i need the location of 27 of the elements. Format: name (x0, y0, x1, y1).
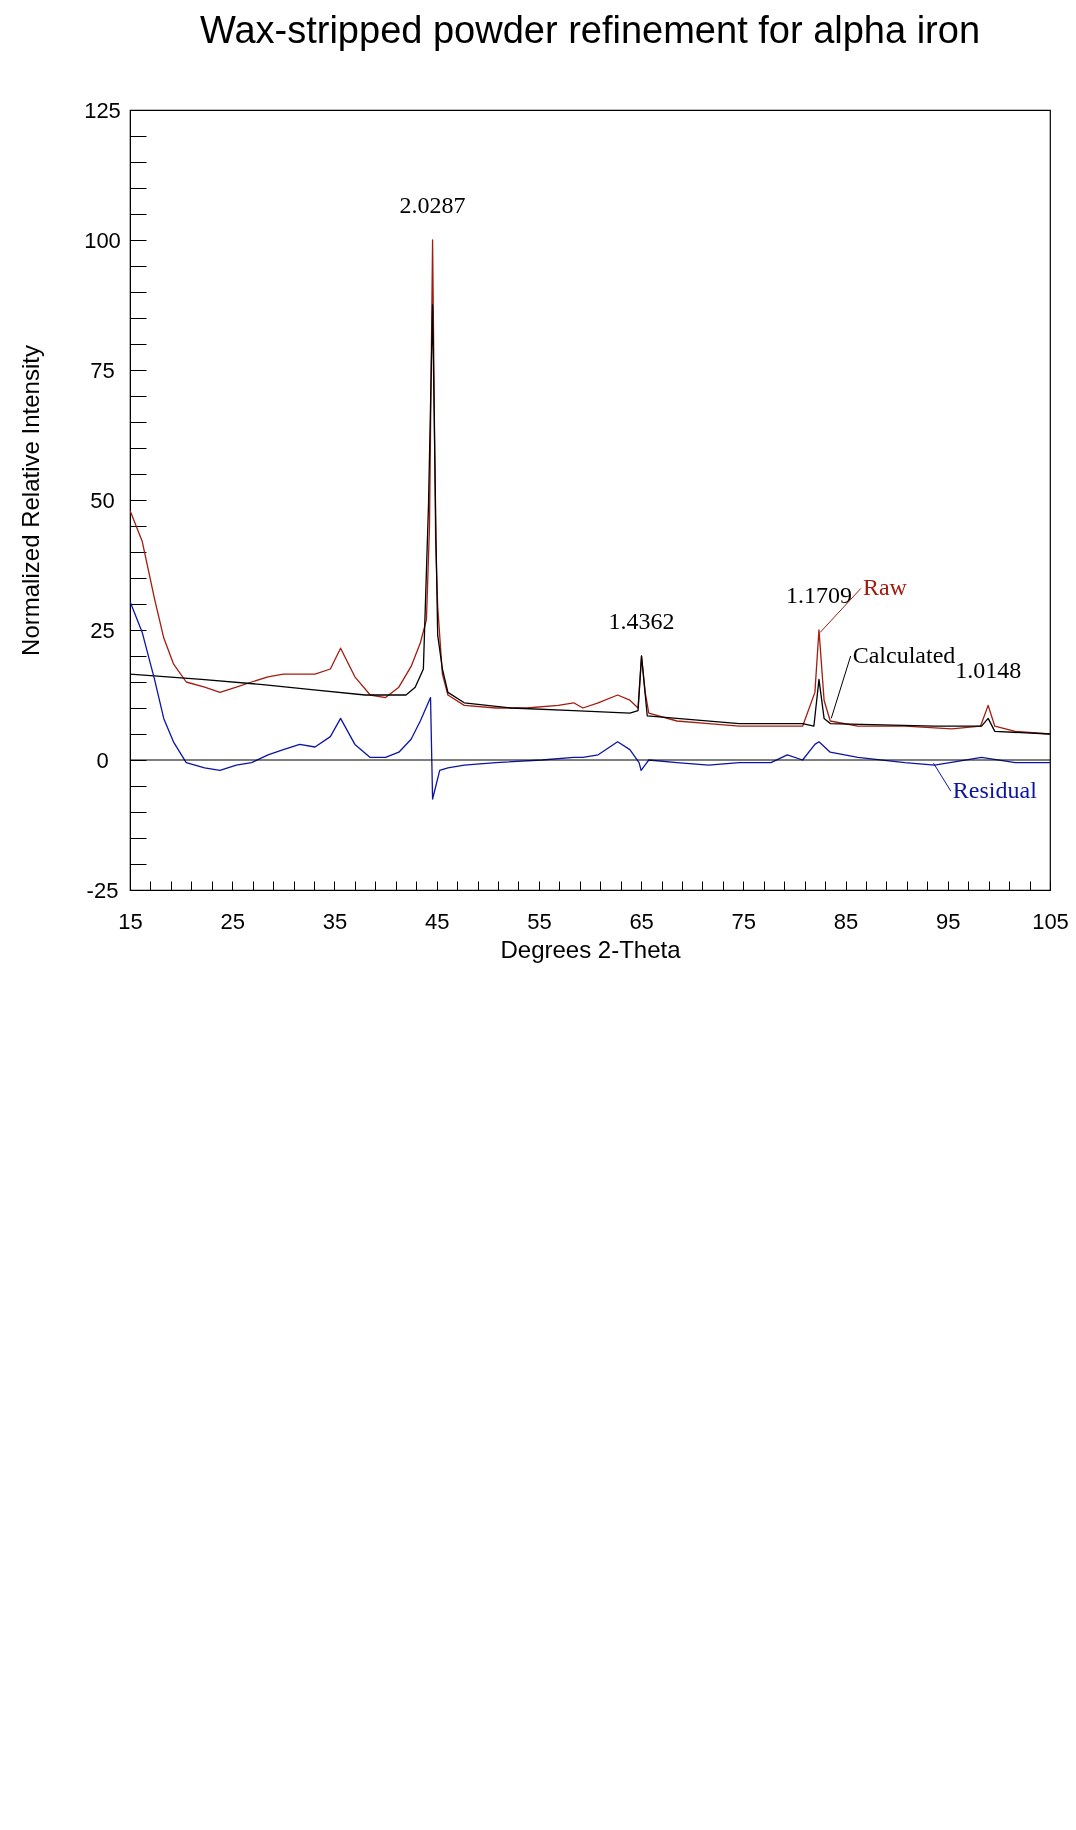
x-tick-label: 25 (220, 908, 245, 934)
x-tick-label: 105 (1032, 908, 1069, 934)
text: Raw (862, 574, 908, 601)
y-tick-label: 125 (84, 97, 121, 123)
series-label: Calculated (852, 642, 956, 668)
y-tick-label: 25 (90, 617, 115, 643)
y-tick-label: 50 (90, 487, 115, 513)
annotation: 1.4362 (608, 608, 675, 634)
x-tick-label: 95 (936, 908, 961, 934)
x-tick-label: 65 (629, 908, 654, 934)
chart-title: Wax-stripped powder refinement for alpha iron (199, 9, 981, 51)
legend-label: Residual (952, 777, 1038, 804)
y-tick-label: 0 (96, 747, 109, 773)
annotation: 1.1709 (785, 582, 852, 608)
x-tick-label: 55 (527, 908, 552, 934)
x-tick-label: 45 (424, 908, 450, 934)
annotation: 2.0287 (399, 192, 466, 218)
x-axis-title: Degrees 2-Theta (500, 935, 682, 963)
y-tick-label: 75 (90, 357, 115, 383)
x-tick-label: 15 (118, 908, 143, 934)
x-tick-label: 35 (322, 908, 348, 934)
y-tick-label: 100 (84, 227, 121, 253)
annotation: 1.0148 (955, 657, 1022, 684)
y-tick-label: -25 (86, 877, 119, 903)
y-axis-title: Normalized Relative Intensity (17, 345, 45, 656)
x-tick-label: 75 (731, 908, 757, 934)
x-tick-label: 85 (833, 908, 859, 934)
